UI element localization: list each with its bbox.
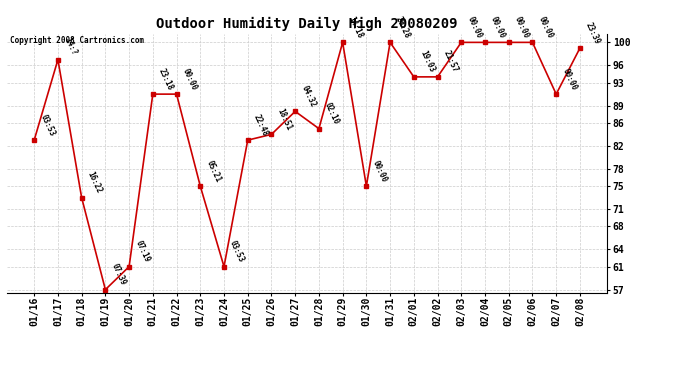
Text: 19:03: 19:03 (418, 50, 436, 74)
Title: Outdoor Humidity Daily High 20080209: Outdoor Humidity Daily High 20080209 (157, 17, 457, 31)
Text: 00:00: 00:00 (537, 15, 555, 40)
Text: 02:10: 02:10 (323, 101, 341, 126)
Text: 05:21: 05:21 (204, 159, 222, 183)
Text: 14:18: 14:18 (347, 15, 365, 40)
Text: 18:51: 18:51 (275, 107, 293, 132)
Text: 07:39: 07:39 (110, 262, 128, 287)
Text: 14:?: 14:? (62, 36, 78, 57)
Text: 23:39: 23:39 (584, 21, 602, 45)
Text: 00:00: 00:00 (466, 15, 484, 40)
Text: Copyright 2008 Cartronics.com: Copyright 2008 Cartronics.com (10, 36, 144, 45)
Text: 03:53: 03:53 (39, 112, 57, 137)
Text: 00:00: 00:00 (560, 67, 578, 92)
Text: 03:53: 03:53 (228, 239, 246, 264)
Text: 00:00: 00:00 (513, 15, 531, 40)
Text: 00:00: 00:00 (181, 67, 199, 92)
Text: 23:18: 23:18 (157, 67, 175, 92)
Text: 16:22: 16:22 (86, 170, 104, 195)
Text: 00:00: 00:00 (371, 159, 388, 183)
Text: 00:00: 00:00 (489, 15, 507, 40)
Text: 07:19: 07:19 (133, 239, 151, 264)
Text: 20:28: 20:28 (394, 15, 412, 40)
Text: 21:57: 21:57 (442, 50, 460, 74)
Text: 22:48: 22:48 (252, 112, 270, 137)
Text: 04:32: 04:32 (299, 84, 317, 109)
